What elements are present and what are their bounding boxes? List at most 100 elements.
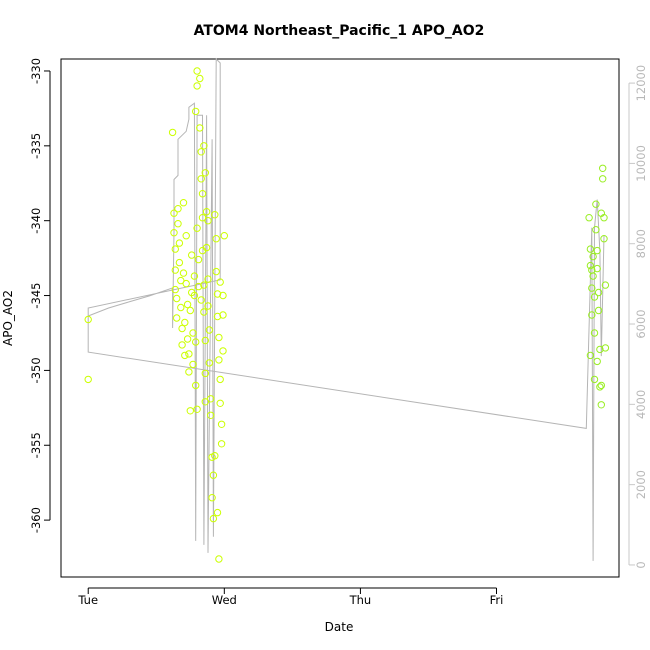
data-point bbox=[597, 401, 605, 409]
data-point bbox=[600, 235, 608, 243]
y-tick-label: -345 bbox=[29, 282, 43, 308]
data-point bbox=[190, 291, 199, 300]
data-point bbox=[179, 199, 188, 207]
data-point bbox=[175, 258, 184, 267]
data-point bbox=[186, 407, 195, 415]
y2-tick-label: 4000 bbox=[634, 390, 648, 419]
y2-tick-label: 12000 bbox=[634, 65, 648, 102]
y-tick-label: -340 bbox=[29, 208, 43, 234]
data-point bbox=[196, 74, 204, 83]
data-point bbox=[201, 398, 210, 406]
data-point bbox=[183, 300, 192, 309]
y2-tick-label: 6000 bbox=[634, 309, 648, 338]
data-point bbox=[181, 318, 189, 327]
data-point bbox=[216, 278, 224, 286]
y2-tick-label: 8000 bbox=[634, 229, 648, 258]
data-point bbox=[217, 420, 226, 428]
data-point bbox=[182, 232, 190, 240]
y-tick-label: -355 bbox=[29, 432, 43, 458]
x-tick-label: Thu bbox=[349, 593, 372, 607]
data-point bbox=[590, 293, 599, 301]
x-axis-label: Date bbox=[325, 620, 354, 634]
data-point bbox=[204, 275, 212, 283]
data-point bbox=[193, 405, 201, 413]
data-point bbox=[596, 345, 604, 354]
data-point bbox=[209, 471, 218, 479]
data-point bbox=[213, 508, 222, 517]
data-point bbox=[207, 395, 215, 403]
data-point bbox=[171, 245, 180, 253]
data-point bbox=[171, 266, 180, 274]
data-point bbox=[593, 357, 601, 366]
data-point bbox=[597, 381, 605, 390]
data-point bbox=[208, 494, 216, 502]
data-point bbox=[181, 351, 189, 360]
data-point bbox=[209, 514, 218, 523]
data-point bbox=[599, 164, 607, 173]
data-point bbox=[590, 329, 599, 337]
data-point bbox=[213, 290, 222, 298]
data-point bbox=[193, 224, 201, 232]
data-point bbox=[596, 383, 604, 391]
x-tick-label: Wed bbox=[212, 593, 237, 607]
data-point bbox=[84, 375, 92, 384]
data-point bbox=[592, 200, 600, 208]
y-tick-label: -330 bbox=[29, 58, 43, 84]
data-point bbox=[177, 303, 185, 312]
data-point bbox=[197, 175, 205, 183]
plot-frame bbox=[60, 58, 620, 578]
data-point bbox=[594, 288, 603, 297]
data-point bbox=[194, 255, 203, 264]
data-point bbox=[219, 311, 227, 319]
data-point bbox=[215, 333, 223, 342]
data-point bbox=[170, 209, 178, 217]
y-tick-label: -350 bbox=[29, 357, 43, 383]
data-point bbox=[588, 284, 596, 292]
data-point bbox=[211, 211, 219, 219]
data-point bbox=[589, 252, 597, 261]
data-point bbox=[196, 124, 204, 132]
data-point bbox=[168, 128, 177, 137]
data-point bbox=[175, 239, 184, 247]
data-point bbox=[178, 341, 186, 349]
data-point bbox=[193, 82, 201, 90]
data-point bbox=[185, 368, 193, 376]
data-point bbox=[219, 291, 227, 300]
data-point bbox=[588, 311, 596, 319]
data-point bbox=[177, 276, 185, 285]
data-point bbox=[173, 314, 181, 322]
data-point bbox=[588, 266, 596, 274]
data-point bbox=[213, 312, 222, 321]
data-point bbox=[212, 267, 220, 276]
y2-tick-label: 10000 bbox=[634, 145, 648, 182]
y-axis: -330 -335 -340 -345 -350 -355 -360 bbox=[29, 58, 51, 533]
data-point bbox=[192, 107, 200, 116]
data-point bbox=[84, 315, 92, 324]
data-point bbox=[185, 350, 193, 358]
data-point bbox=[198, 190, 207, 198]
data-point bbox=[192, 381, 200, 390]
data-point bbox=[215, 555, 223, 563]
data-point bbox=[188, 251, 196, 259]
data-point bbox=[170, 229, 178, 237]
data-point bbox=[586, 245, 595, 253]
data-point bbox=[593, 264, 601, 273]
data-point bbox=[586, 261, 595, 270]
data-point bbox=[189, 360, 197, 369]
data-point bbox=[174, 205, 182, 213]
data-point bbox=[599, 175, 607, 183]
data-point bbox=[216, 375, 224, 384]
data-point bbox=[200, 308, 208, 316]
data-point bbox=[182, 279, 190, 288]
data-point bbox=[219, 347, 227, 355]
data-point bbox=[220, 232, 229, 240]
data-point bbox=[171, 285, 180, 294]
data-point bbox=[179, 269, 188, 277]
data-point bbox=[205, 359, 214, 367]
y-tick-label: -360 bbox=[29, 507, 43, 533]
data-point bbox=[204, 302, 212, 310]
data-point bbox=[216, 399, 224, 407]
data-point bbox=[189, 329, 197, 337]
data-point bbox=[600, 214, 608, 222]
x-tick-label: Tue bbox=[77, 593, 98, 607]
